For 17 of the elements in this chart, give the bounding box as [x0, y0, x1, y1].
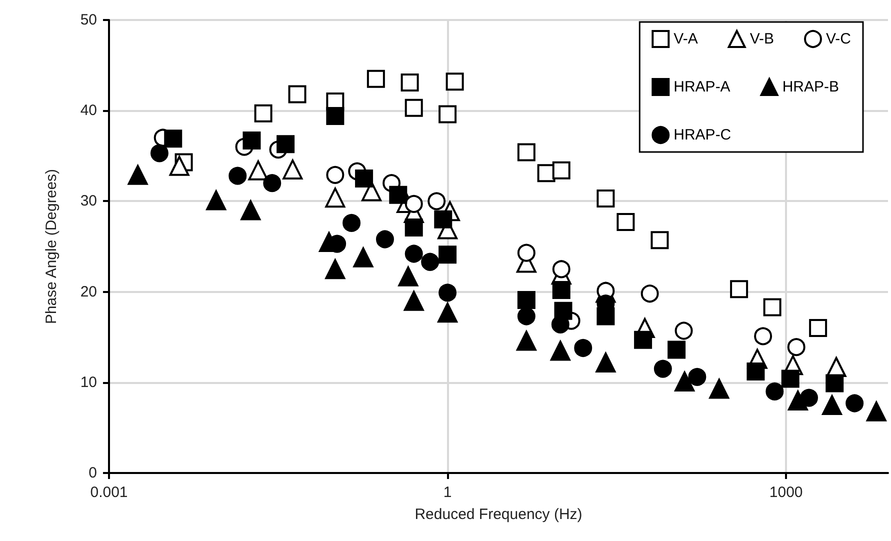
legend-label: V-B [750, 30, 774, 48]
legend-label: V-A [674, 30, 698, 48]
y-tick-label: 0 [88, 464, 97, 482]
y-axis-title: Phase Angle (Degrees) [43, 168, 60, 324]
y-tick-label: 30 [80, 192, 97, 210]
y-tick-label: 50 [80, 12, 97, 28]
x-axis-title: Reduced Frequency (Hz) [414, 506, 582, 523]
legend-label: HRAP-C [674, 126, 732, 144]
legend-label: HRAP-A [674, 78, 730, 96]
legend-label: HRAP-B [782, 78, 840, 96]
x-tick-label: 1000 [769, 484, 803, 501]
x-tick-label: 0.001 [90, 484, 128, 501]
y-tick-label: 10 [80, 374, 97, 391]
y-tick-label: 40 [80, 102, 97, 120]
x-tick-label: 1 [443, 484, 452, 501]
y-tick-label: 20 [80, 283, 97, 300]
legend-label: V-C [826, 30, 852, 48]
